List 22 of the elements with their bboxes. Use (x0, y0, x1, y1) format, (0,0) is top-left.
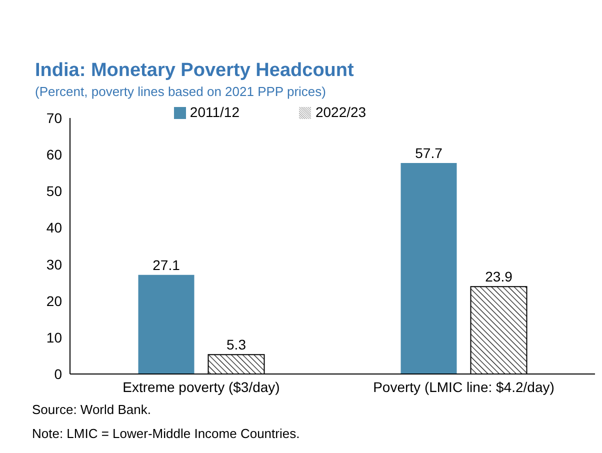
data-label: 5.3 (226, 336, 246, 353)
x-tick-label: Extreme poverty ($3/day) (122, 378, 280, 395)
legend-label: 2022/23 (315, 104, 366, 120)
y-tick-label: 40 (46, 220, 62, 236)
chart-subtitle: (Percent, poverty lines based on 2021 PPP prices) (35, 84, 326, 99)
y-tick-label: 0 (54, 366, 62, 382)
y-tick-label: 50 (46, 183, 62, 200)
bar (138, 274, 194, 374)
y-tick-label: 70 (46, 110, 62, 126)
text: Note: LMIC = Lower-Middle Income Countries. (32, 426, 300, 441)
y-tick-label: 10 (46, 329, 62, 346)
x-tick-label: Poverty (LMIC line: $4.2/day) (373, 378, 554, 395)
y-tick-label: 20 (46, 292, 62, 309)
legend-label: 2011/12 (190, 104, 240, 120)
data-label: 27.1 (152, 256, 180, 273)
source-note: Source: World Bank. (32, 402, 151, 417)
y-tick-label: 30 (46, 256, 62, 272)
data-label: 57.7 (415, 144, 443, 161)
data-label: 23.9 (485, 268, 513, 285)
chart-title: India: Monetary Poverty Headcount (35, 60, 354, 82)
y-tick-label: 60 (46, 146, 62, 163)
bar (400, 162, 457, 374)
